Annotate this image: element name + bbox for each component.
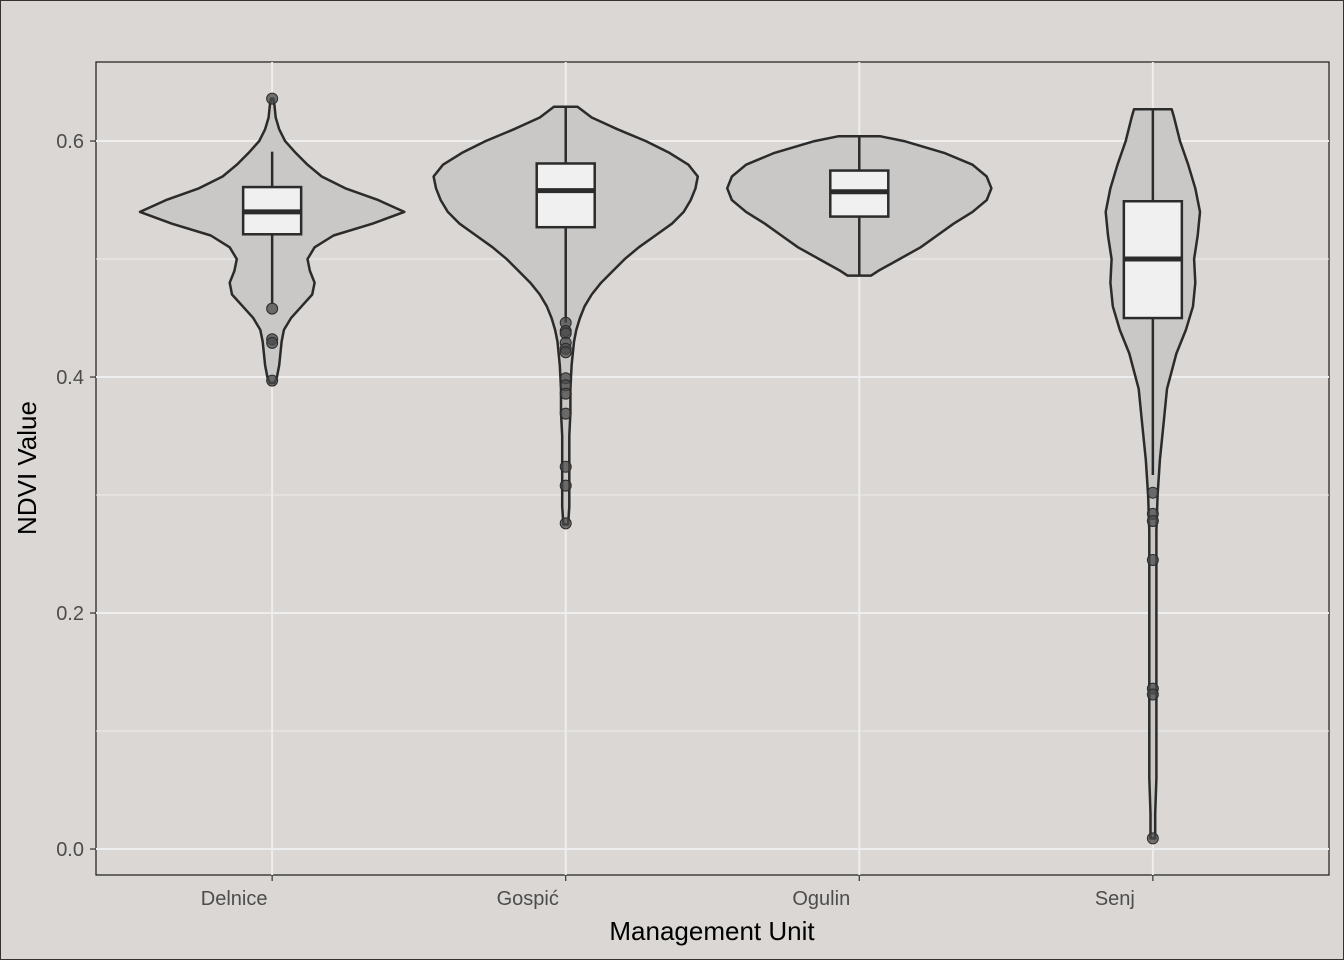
- outlier-point: [1146, 688, 1159, 701]
- outlier-point: [266, 336, 279, 349]
- outlier-layer: [266, 92, 1159, 845]
- outlier-point: [559, 479, 572, 492]
- outlier-point: [1146, 832, 1159, 845]
- y-tick-label: 0.0: [56, 839, 84, 861]
- outlier-point: [1146, 515, 1159, 528]
- outlier-point: [559, 460, 572, 473]
- outlier-point: [559, 407, 572, 420]
- outlier-point: [559, 387, 572, 400]
- x-tick-label: Gospić: [497, 888, 559, 910]
- outlier-point: [266, 302, 279, 315]
- outlier-point: [266, 374, 279, 387]
- y-tick-label: 0.2: [56, 603, 84, 625]
- x-tick-label: Delnice: [201, 888, 268, 910]
- x-tick-label: Senj: [1095, 888, 1135, 910]
- outlier-point: [559, 346, 572, 359]
- tick-layer: 0.0 0.2 0.4 0.6 Delnice Gospić Ogulin Senj: [56, 131, 1154, 910]
- outlier-point: [1146, 553, 1159, 566]
- x-tick-label: Ogulin: [792, 888, 850, 910]
- y-tick-label: 0.6: [56, 131, 84, 153]
- outlier-point: [559, 517, 572, 530]
- outlier-point: [266, 92, 279, 105]
- y-tick-label: 0.4: [56, 367, 84, 389]
- outlier-point: [1146, 486, 1159, 499]
- y-axis-title: NDVI Value: [12, 401, 42, 535]
- x-axis-title: Management Unit: [609, 916, 815, 946]
- box-Gospić: [535, 162, 596, 229]
- box-layer: [241, 106, 1184, 475]
